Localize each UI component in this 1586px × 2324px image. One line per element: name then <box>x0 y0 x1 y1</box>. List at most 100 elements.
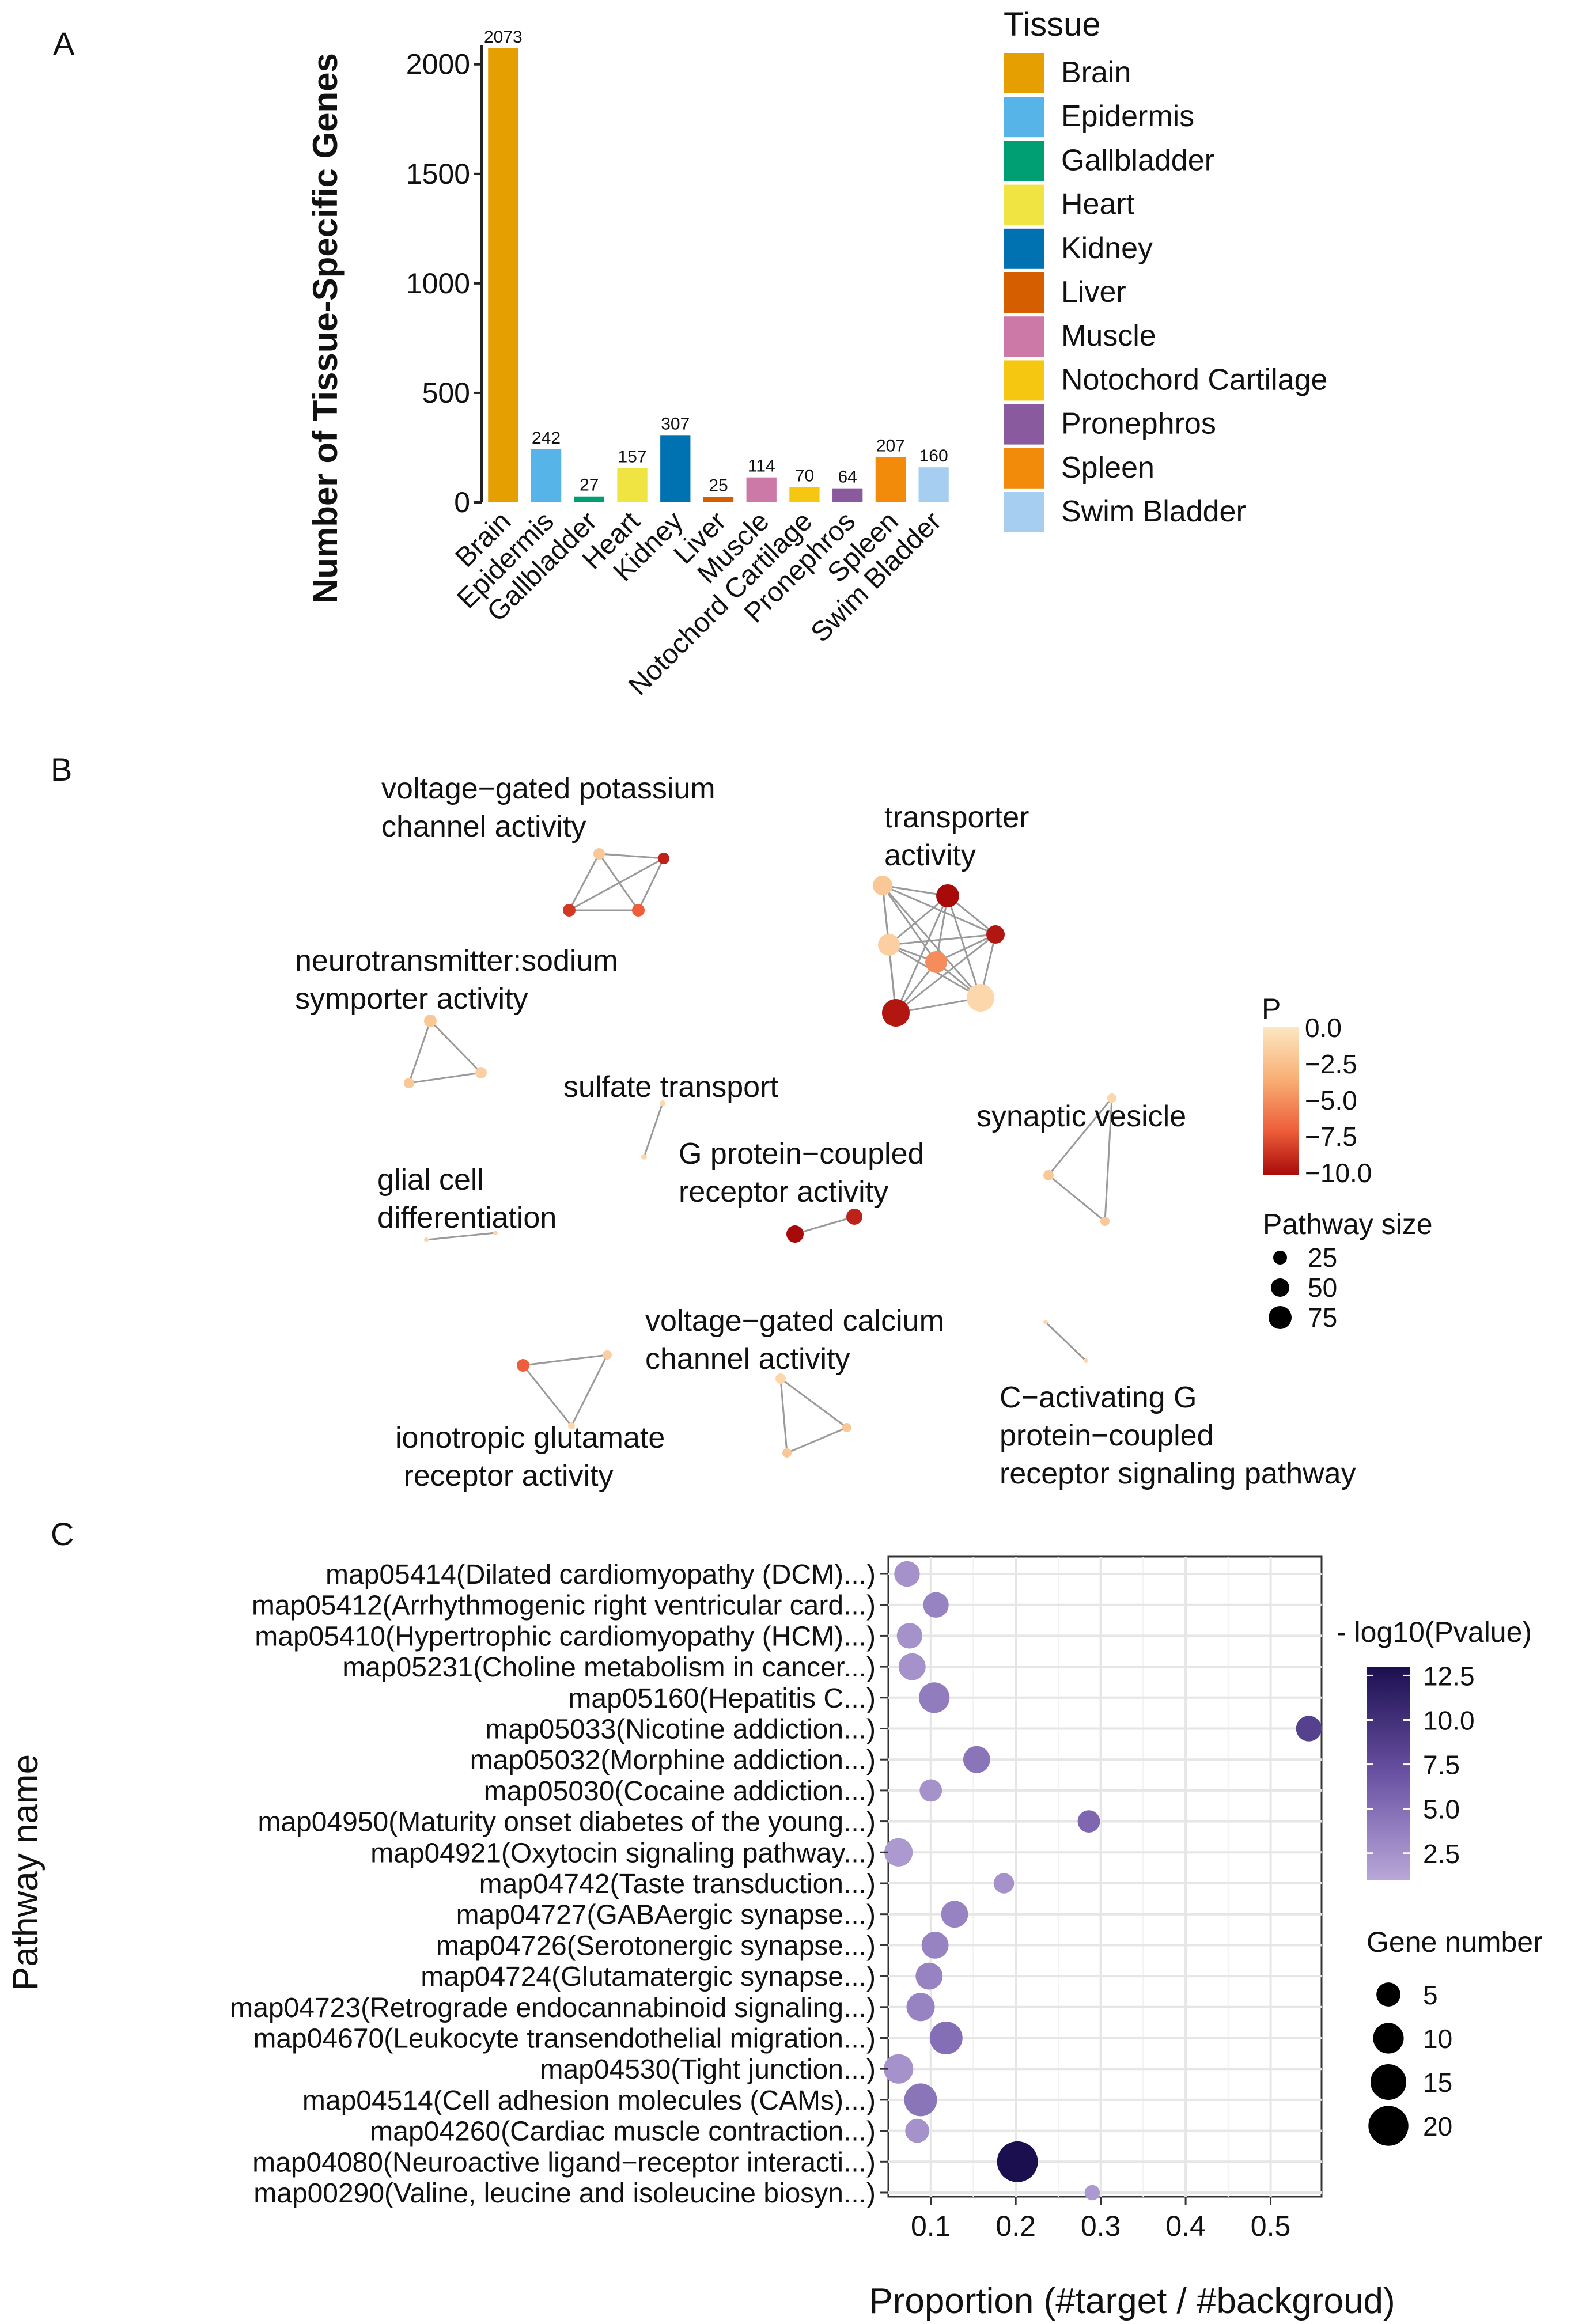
b-color-legend-bar <box>1263 1027 1299 1175</box>
b-cluster-labels: voltage−gated potassium channel activity t… <box>295 772 1356 1493</box>
b-node <box>986 925 1005 944</box>
c-point <box>904 2083 937 2117</box>
a-bar-value-label: 207 <box>876 436 905 455</box>
b-cluster-label: voltage−gated potassium <box>381 772 716 805</box>
b-cluster-label: differentiation <box>377 1201 557 1235</box>
a-bar-value-label: 27 <box>580 476 599 495</box>
a-y-tick-label: 500 <box>422 377 470 409</box>
b-edge <box>786 1426 847 1454</box>
b-color-legend-label: −2.5 <box>1305 1049 1357 1079</box>
c-y-tick-label: map04514(Cell adhesion molecules (CAMs).… <box>302 2085 876 2116</box>
a-legend-swatch <box>1004 316 1044 357</box>
b-edge <box>895 895 949 1013</box>
b-node <box>782 1448 792 1458</box>
panel-label-c: C <box>51 1516 74 1552</box>
c-point <box>963 1746 990 1773</box>
b-size-legend-label: 75 <box>1308 1303 1337 1333</box>
c-x-axis-title: Proportion (#target / #backgroud) <box>869 2281 1395 2321</box>
c-point <box>896 1623 923 1649</box>
b-node <box>878 934 900 956</box>
c-size-legend-label: 15 <box>1423 2068 1452 2098</box>
c-point <box>929 2022 963 2054</box>
a-bar <box>832 488 863 502</box>
a-legend-swatch <box>1004 184 1044 225</box>
c-y-tick-label: map04727(GABAergic synapse...) <box>456 1900 876 1931</box>
b-edge <box>1048 1174 1106 1222</box>
c-x-tick-label: 0.5 <box>1251 2210 1291 2242</box>
c-grid <box>888 1557 1322 2197</box>
c-y-tick-label: map04723(Retrograde endocannabinoid sign… <box>230 1993 876 2023</box>
b-node <box>658 853 669 864</box>
b-cluster-label: C−activating G <box>1000 1381 1197 1414</box>
b-cluster-label: symporter activity <box>295 982 528 1016</box>
a-y-tick-label: 0 <box>454 486 470 518</box>
a-bar-value-label: 2073 <box>484 28 523 47</box>
c-y-tick-label: map00290(Valine, leucine and isoleucine … <box>253 2178 876 2209</box>
c-size-legend-label: 5 <box>1423 1980 1438 2010</box>
c-y-tick-label: map04724(Glutamatergic synapse...) <box>421 1962 876 1992</box>
panel-a-bar-chart: Number of Tissue-Specific Genes Tissue 0… <box>306 6 1327 702</box>
c-color-legend-label: 12.5 <box>1423 1661 1475 1691</box>
b-edge <box>1047 1097 1113 1176</box>
a-legend-swatch <box>1004 53 1044 93</box>
c-x-tick-label: 0.4 <box>1165 2210 1206 2242</box>
b-size-legend-dot <box>1271 1278 1289 1297</box>
b-size-legend-dot <box>1269 1306 1292 1329</box>
c-point <box>915 1962 943 1990</box>
c-plot-panel <box>887 1555 1323 2198</box>
c-size-legend-dot <box>1370 2064 1407 2100</box>
b-node <box>563 904 576 917</box>
a-legend-label: Muscle <box>1061 319 1156 353</box>
c-x-tick-label: 0.2 <box>995 2210 1036 2242</box>
c-point <box>1296 1716 1322 1742</box>
b-node <box>641 1154 647 1160</box>
c-y-tick-label: map04742(Taste transduction...) <box>479 1869 876 1899</box>
b-cluster-label: protein−coupled <box>1000 1419 1214 1452</box>
b-edge <box>780 1377 847 1429</box>
a-legend-label: Gallbladder <box>1061 143 1214 177</box>
c-y-tick-label: map04950(Maturity onset diabetes of the … <box>258 1807 876 1838</box>
c-size-legend-dot <box>1373 2023 1404 2054</box>
b-edge <box>429 1020 482 1074</box>
a-bar-value-label: 70 <box>795 466 814 485</box>
b-node <box>568 1422 575 1429</box>
a-legend-label: Epidermis <box>1061 100 1194 133</box>
b-node <box>517 1359 529 1372</box>
b-node <box>475 1067 487 1078</box>
a-legend-swatch <box>1004 97 1044 138</box>
c-color-legend-label: 5.0 <box>1423 1795 1460 1825</box>
b-cluster-label: glial cell <box>377 1163 484 1197</box>
b-color-legend-label: −7.5 <box>1305 1122 1357 1152</box>
c-color-legend-label: 2.5 <box>1423 1839 1460 1869</box>
b-size-legend-title: Pathway size <box>1263 1208 1433 1240</box>
b-node <box>1107 1093 1116 1103</box>
b-color-legend-label: 0.0 <box>1305 1013 1342 1043</box>
a-legend-label: Heart <box>1061 188 1135 221</box>
b-cluster-label: ionotropic glutamate <box>395 1421 665 1455</box>
a-bar <box>789 487 820 502</box>
a-bar <box>488 48 518 502</box>
a-y-tick-label: 1000 <box>406 267 470 300</box>
c-color-legend-title: - log10(Pvalue) <box>1337 1616 1532 1648</box>
c-point <box>894 1561 920 1587</box>
b-color-legend-title: P <box>1262 993 1281 1025</box>
c-point <box>923 1592 949 1618</box>
c-points <box>884 1561 1322 2201</box>
a-bar <box>574 496 604 502</box>
c-size-legend-dot <box>1376 1982 1400 2007</box>
c-x-tick-label: 0.1 <box>911 2210 951 2242</box>
a-bar <box>531 449 562 502</box>
b-node <box>846 1209 862 1225</box>
a-bar-value-label: 64 <box>838 468 857 487</box>
b-cluster-label: sulfate transport <box>563 1070 778 1104</box>
b-edge <box>426 1232 496 1241</box>
a-bar-value-label: 114 <box>748 457 775 476</box>
b-node <box>1100 1217 1110 1226</box>
b-edge <box>1044 1321 1087 1362</box>
b-edge <box>1104 1097 1113 1222</box>
c-y-tick-label: map05160(Hepatitis C...) <box>568 1683 876 1714</box>
c-point <box>921 1931 949 1959</box>
a-bar-value-label: 25 <box>709 476 728 495</box>
c-y-tick-label: map04670(Leukocyte transendothelial migr… <box>253 2024 876 2054</box>
